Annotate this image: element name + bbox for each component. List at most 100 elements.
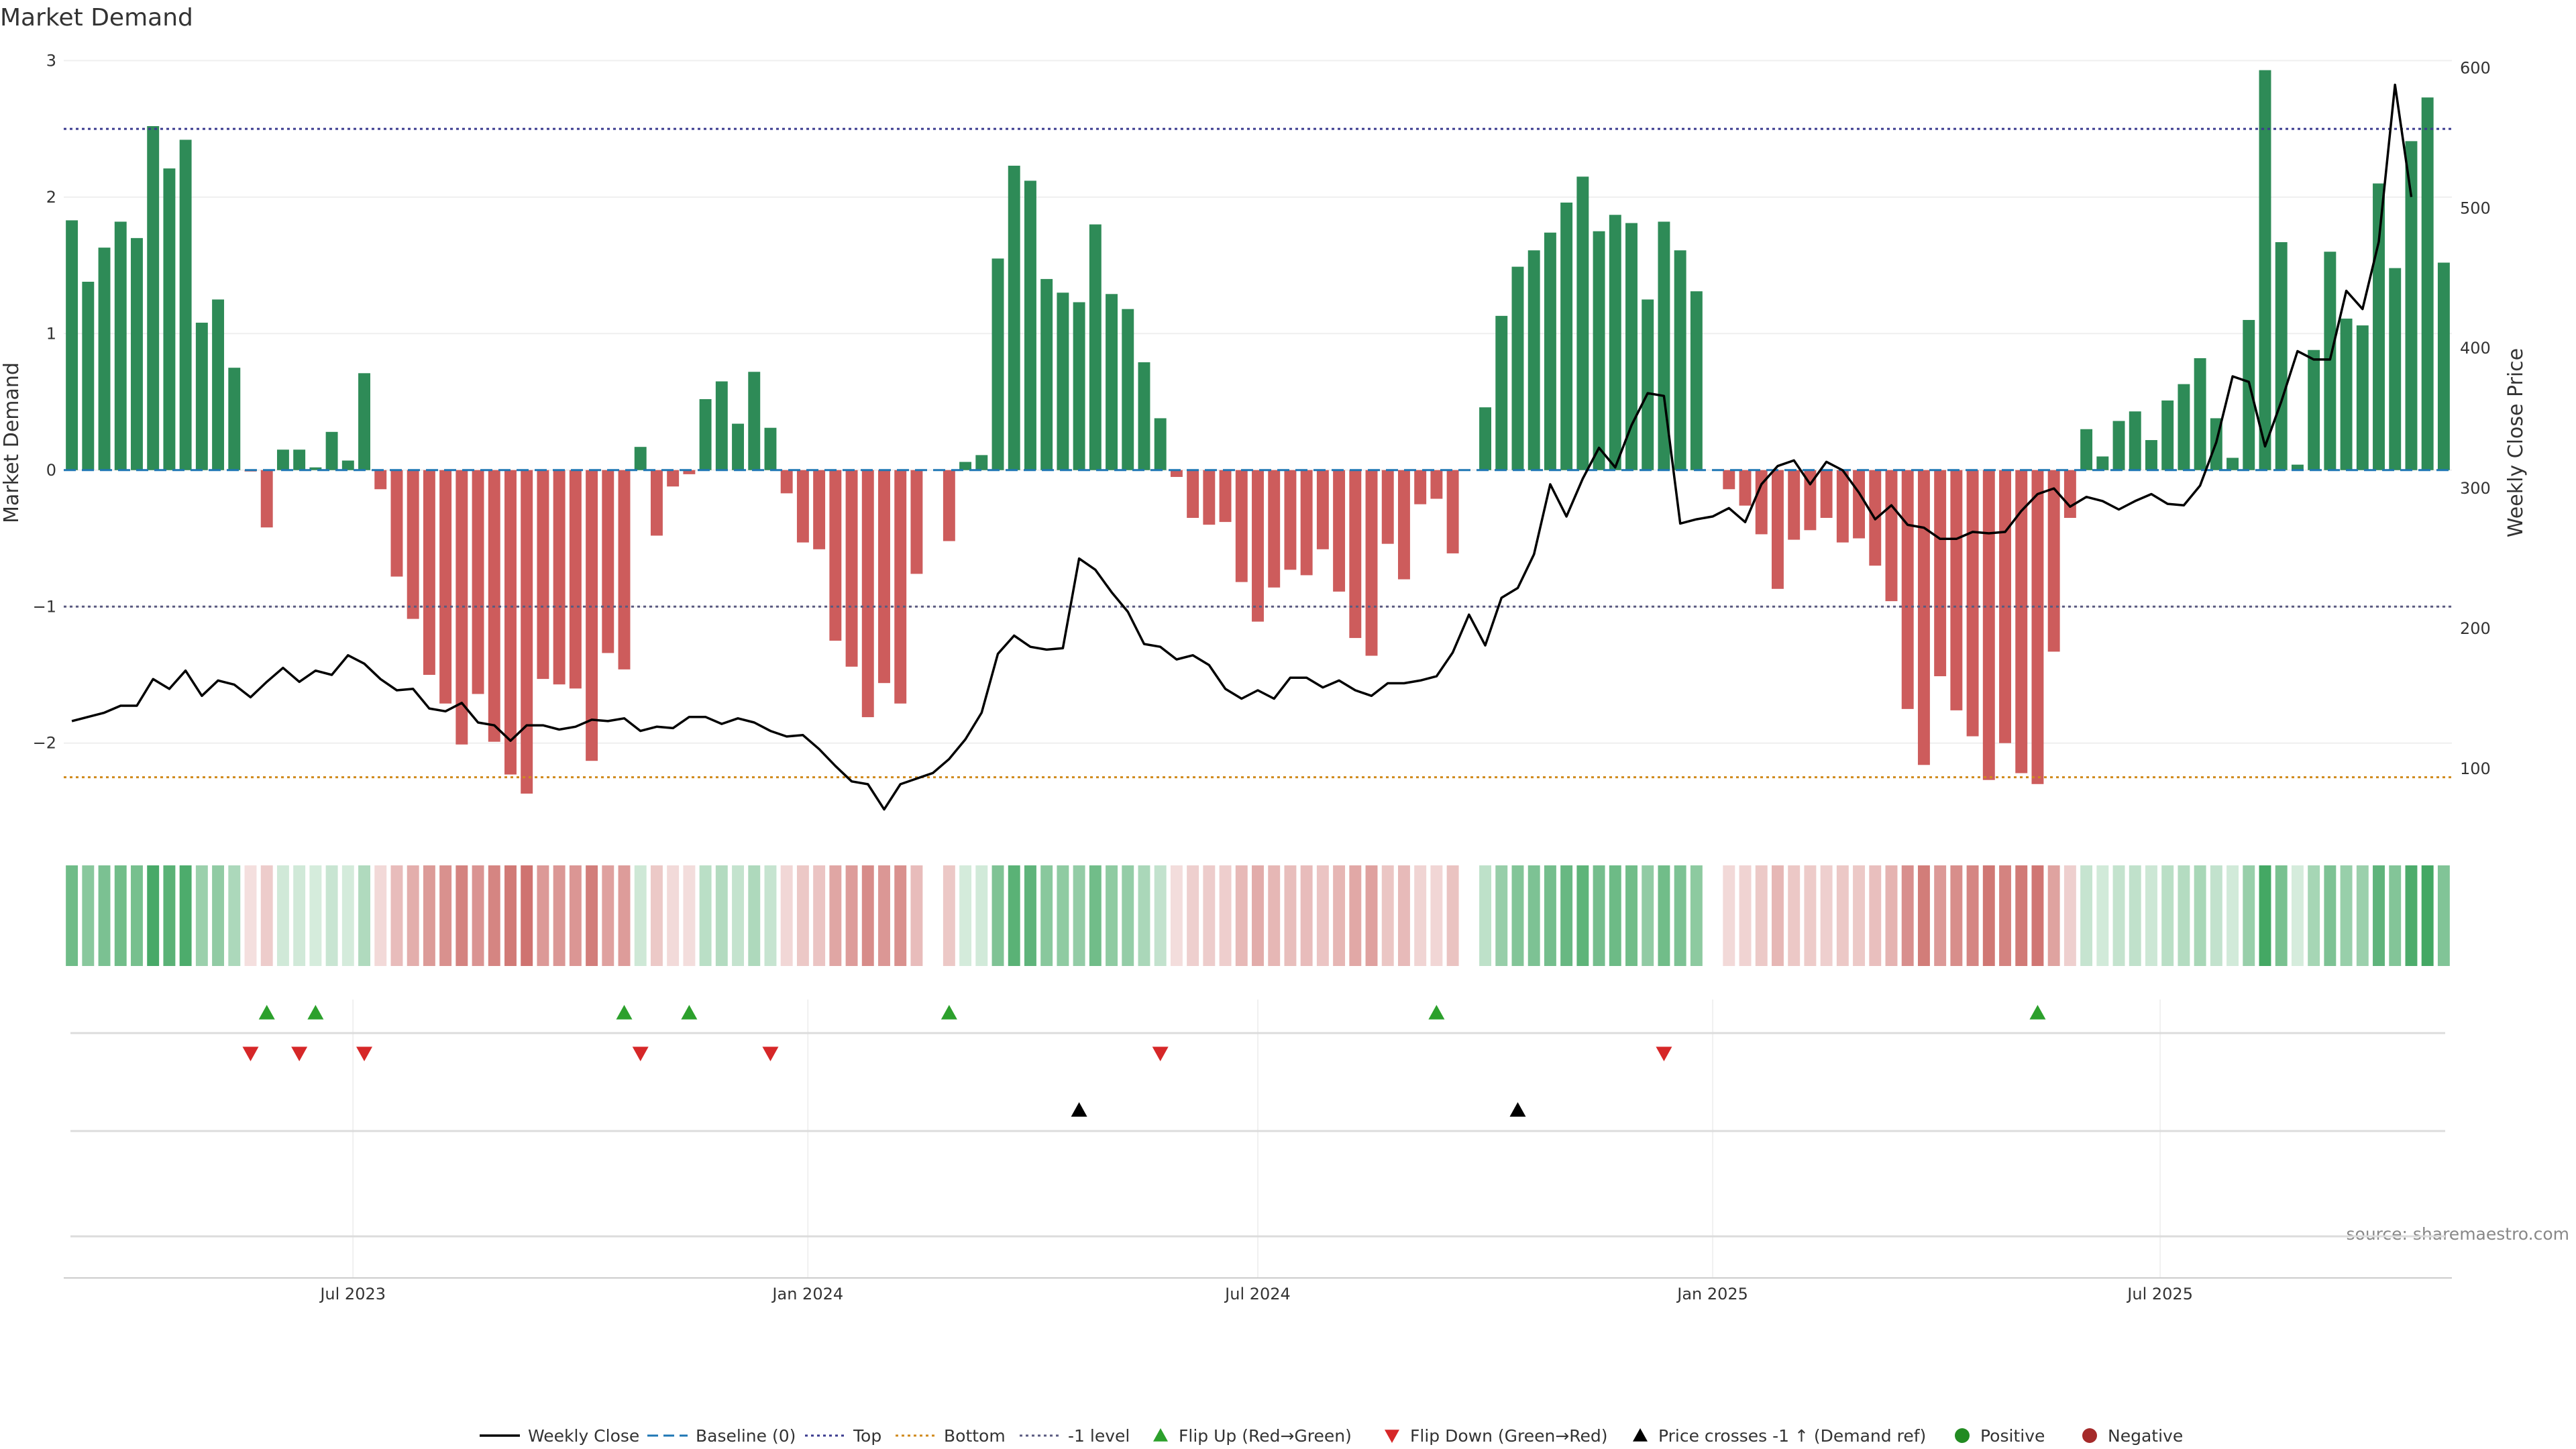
- strip-cell: [98, 865, 111, 966]
- strip-cell: [943, 865, 955, 966]
- strip-cell: [1560, 865, 1573, 966]
- strip-cell: [2145, 865, 2157, 966]
- strip-cell: [309, 865, 322, 966]
- demand-bar: [341, 460, 354, 470]
- strip-cell: [2080, 865, 2093, 966]
- demand-bar: [1040, 278, 1053, 470]
- strip-cell: [618, 865, 631, 966]
- strip-cell: [1316, 865, 1329, 966]
- strip-cell: [1024, 865, 1036, 966]
- strip-cell: [1106, 865, 1118, 966]
- price-cross-marker: [1509, 1102, 1526, 1117]
- strip-cell: [1154, 865, 1167, 966]
- demand-bar: [1073, 302, 1085, 470]
- demand-bar: [390, 470, 403, 577]
- demand-bar: [1772, 470, 1784, 589]
- demand-bar: [1544, 232, 1556, 470]
- demand-bar: [1089, 224, 1102, 470]
- demand-bar: [114, 221, 127, 470]
- y-tick-label: 0: [46, 461, 56, 480]
- demand-bar: [1138, 362, 1150, 470]
- demand-bar: [813, 470, 826, 549]
- demand-bar: [715, 381, 728, 470]
- strip-cell: [1869, 865, 1882, 966]
- legend-label: -1 level: [1068, 1426, 1130, 1446]
- strip-cell: [650, 865, 663, 966]
- strip-cell: [2210, 865, 2222, 966]
- demand-bar: [1008, 166, 1020, 470]
- strip-cell: [163, 865, 176, 966]
- strip-cell: [1203, 865, 1216, 966]
- strip-cell: [2308, 865, 2320, 966]
- legend: Weekly Close Baseline (0) Top Bottom -1 leve…: [480, 1426, 2183, 1446]
- demand-bar: [276, 449, 289, 470]
- demand-bar: [2243, 319, 2255, 470]
- demand-bar: [1642, 299, 1654, 470]
- demand-bar: [2324, 252, 2337, 470]
- strip-cell: [2063, 865, 2076, 966]
- strip-cell: [1040, 865, 1053, 966]
- demand-bar: [1414, 470, 1427, 504]
- demand-bar: [1527, 250, 1540, 470]
- strip-cell: [894, 865, 907, 966]
- strip-cell: [959, 865, 972, 966]
- flip-down-marker: [242, 1046, 259, 1061]
- demand-bar: [1203, 470, 1216, 525]
- demand-bar: [325, 431, 338, 470]
- demand-bar: [423, 470, 435, 675]
- strip-cell: [813, 865, 826, 966]
- legend-swatch: [1633, 1428, 1648, 1442]
- x-tick-label: Jul 2023: [319, 1285, 386, 1303]
- demand-bar: [894, 470, 907, 704]
- legend-label: Price crosses -1 ↑ (Demand ref): [1658, 1426, 1926, 1446]
- strip-cell: [358, 865, 370, 966]
- strip-cell: [276, 865, 289, 966]
- demand-bar: [2112, 421, 2125, 470]
- strip-cell: [780, 865, 793, 966]
- strip-cell: [2324, 865, 2337, 966]
- strip-cell: [195, 865, 208, 966]
- demand-bar: [1349, 470, 1362, 639]
- demand-bar: [650, 470, 663, 536]
- strip-cell: [1479, 865, 1492, 966]
- strip-cell: [2015, 865, 2028, 966]
- demand-bar: [131, 237, 143, 470]
- demand-bar: [2178, 384, 2190, 470]
- strip-cell: [1381, 865, 1394, 966]
- demand-bar: [358, 373, 370, 470]
- demand-bar: [1966, 470, 1979, 737]
- strip-cell: [1511, 865, 1524, 966]
- demand-bar: [910, 470, 923, 574]
- y2-tick-label: 600: [2460, 58, 2491, 77]
- legend-swatch: [1153, 1428, 1168, 1442]
- strip-cell: [131, 865, 143, 966]
- strip-cell: [1642, 865, 1654, 966]
- demand-bar: [1446, 470, 1459, 553]
- strip-cell: [1593, 865, 1605, 966]
- demand-bar: [1739, 470, 1752, 506]
- demand-bar: [1609, 215, 1621, 470]
- strip-cell: [1268, 865, 1281, 966]
- demand-bar: [2031, 470, 2044, 784]
- demand-bar: [1365, 470, 1378, 656]
- demand-bar: [829, 470, 842, 641]
- demand-bar: [2373, 183, 2385, 470]
- strip-cell: [228, 865, 241, 966]
- demand-bar: [2259, 70, 2271, 470]
- strip-cell: [455, 865, 468, 966]
- strip-cell: [975, 865, 988, 966]
- strip-cell: [1804, 865, 1817, 966]
- strip-cell: [2112, 865, 2125, 966]
- demand-bar: [667, 470, 680, 487]
- demand-bar: [179, 140, 192, 470]
- demand-bar: [1430, 470, 1443, 499]
- demand-bar: [1982, 470, 1995, 780]
- reference-lines: [64, 127, 2452, 779]
- strip-cell: [1901, 865, 1914, 966]
- x-tick-label: Jul 2024: [1224, 1285, 1291, 1303]
- demand-bar: [2129, 411, 2141, 470]
- demand-bar: [845, 470, 858, 667]
- strip-cell: [1300, 865, 1313, 966]
- demand-bar: [1300, 470, 1313, 576]
- strip-cell: [699, 865, 712, 966]
